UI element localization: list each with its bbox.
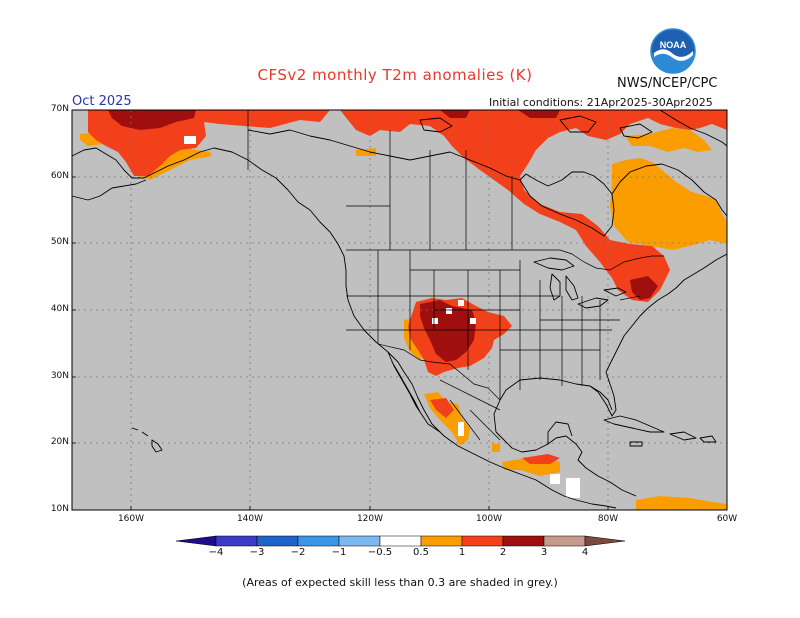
initial-conditions: Initial conditions: 21Apr2025-30Apr2025 (489, 96, 713, 109)
lat-label-10n: 10N (50, 504, 69, 514)
lat-label-30n: 30N (50, 371, 69, 381)
borders (247, 110, 664, 441)
colorbar-segment-4-3 (215, 535, 258, 547)
colorbar-segment-lt-4 (175, 535, 217, 547)
colorbar-segment-3-4 (543, 535, 586, 547)
colorbar-label-m05: −0.5 (367, 547, 393, 558)
colorbar-label-m4: −4 (208, 547, 224, 558)
skill-footnote: (Areas of expected skill less than 0.3 a… (242, 576, 558, 589)
colorbar-segment-2-1 (297, 535, 340, 547)
lat-label-50n: 50N (50, 237, 69, 247)
lon-label-100w: 100W (475, 514, 503, 524)
colorbar-segment-3-2 (256, 535, 299, 547)
coastlines (71, 109, 728, 509)
lat-label-70n: 70N (50, 104, 69, 114)
colorbar-label-p3: 3 (540, 547, 548, 558)
lat-label-60n: 60N (50, 171, 69, 181)
colorbar-segment-gt-4 (584, 535, 626, 547)
colorbar-label-m1: −1 (331, 547, 347, 558)
svg-text:NOAA: NOAA (660, 40, 687, 50)
colorbar-label-m2: −2 (290, 547, 306, 558)
lat-label-20n: 20N (50, 437, 69, 447)
lat-label-40n: 40N (50, 304, 69, 314)
colorbar-segment-05-1 (420, 535, 463, 547)
chart-title: CFSv2 monthly T2m anomalies (K) (257, 66, 533, 84)
lon-label-80w: 80W (597, 514, 619, 524)
lon-label-160w: 160W (117, 514, 145, 524)
lon-label-120w: 120W (356, 514, 384, 524)
colorbar-label-p1: 1 (458, 547, 466, 558)
agency-label: NWS/NCEP/CPC (617, 76, 718, 91)
colorbar-segment-1-2 (461, 535, 504, 547)
colorbar-label-m3: −3 (249, 547, 265, 558)
colorbar-segment-2-3 (502, 535, 545, 547)
anomaly-holes (184, 136, 580, 498)
axis-ticks (72, 109, 728, 510)
colorbar-segment-1-05 (338, 535, 381, 547)
forecast-month: Oct 2025 (72, 94, 132, 109)
lon-label-60w: 60W (716, 514, 738, 524)
noaa-logo: NOAA (650, 28, 696, 74)
colorbar-label-p2: 2 (499, 547, 507, 558)
colorbar-segment-neutral (379, 535, 422, 547)
colorbar-label-p4: 4 (581, 547, 589, 558)
colorbar-label-p05: 0.5 (413, 547, 429, 558)
lon-label-140w: 140W (236, 514, 264, 524)
